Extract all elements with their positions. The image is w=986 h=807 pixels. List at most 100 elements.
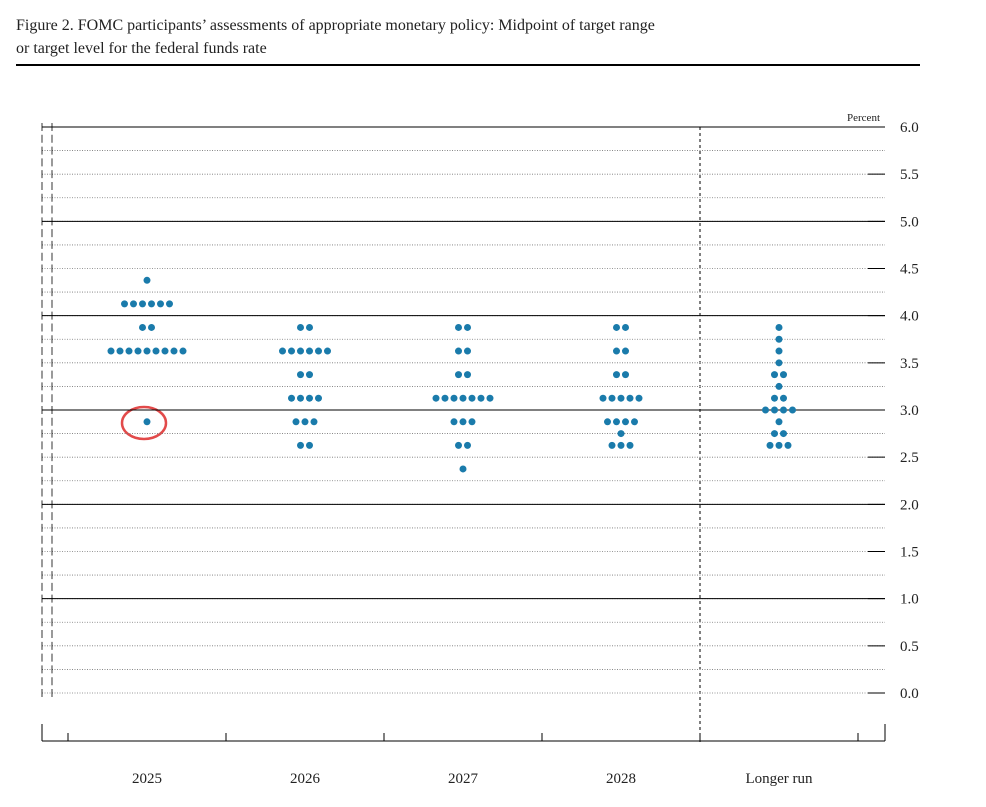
- dot: [464, 371, 471, 379]
- dot: [780, 406, 787, 414]
- dot: [631, 418, 638, 426]
- dot: [486, 394, 494, 402]
- dot: [310, 418, 318, 426]
- dot: [771, 371, 778, 379]
- y-tick-label: 4.5: [900, 262, 919, 278]
- dot: [157, 300, 164, 308]
- dot: [613, 371, 620, 379]
- dot: [297, 441, 304, 449]
- dot: [143, 418, 151, 426]
- dot: [775, 335, 783, 343]
- dot: [775, 323, 783, 331]
- dot: [459, 418, 467, 426]
- dot: [613, 347, 620, 355]
- dot: [107, 347, 115, 355]
- dot: [617, 430, 625, 438]
- dot: [279, 347, 286, 355]
- dot: [464, 347, 471, 355]
- dot: [599, 394, 607, 402]
- dot: [464, 323, 471, 331]
- dot: [297, 323, 304, 331]
- dot: [315, 394, 322, 402]
- dot: [152, 347, 160, 355]
- y-tick-label: 5.5: [900, 167, 919, 183]
- dot: [139, 323, 146, 331]
- dot: [455, 347, 462, 355]
- dot: [306, 347, 313, 355]
- dot: [306, 323, 313, 331]
- dot: [143, 347, 151, 355]
- dot: [125, 347, 133, 355]
- dot: [297, 371, 304, 379]
- x-tick-label: 2025: [132, 771, 162, 787]
- dot: [297, 394, 304, 402]
- chart-title-line2: or target level for the federal funds ra…: [16, 40, 267, 57]
- dot: [775, 418, 783, 426]
- dot: [170, 347, 178, 355]
- dot: [455, 441, 462, 449]
- dot: [134, 347, 142, 355]
- dot: [775, 382, 783, 390]
- x-tick-label: Longer run: [745, 771, 813, 787]
- dot: [617, 441, 625, 449]
- dot: [324, 347, 331, 355]
- dot: [613, 418, 620, 426]
- highlight-circle: [120, 405, 168, 441]
- dot: [477, 394, 485, 402]
- unit-label: Percent: [847, 112, 880, 124]
- dot: [288, 394, 295, 402]
- dot: [613, 323, 620, 331]
- chart-title: Figure 2. FOMC participants’ assessments…: [16, 17, 655, 34]
- dot: [459, 394, 467, 402]
- y-tick-label: 1.0: [900, 592, 919, 608]
- dot: [775, 347, 783, 355]
- dot: [608, 394, 616, 402]
- dot: [301, 418, 309, 426]
- dot: [306, 394, 313, 402]
- dot: [608, 441, 616, 449]
- y-tick-label: 4.0: [900, 309, 919, 325]
- dot: [468, 418, 476, 426]
- y-tick-label: 1.5: [900, 545, 919, 561]
- dot: [297, 347, 304, 355]
- y-tick-label: 6.0: [900, 120, 919, 136]
- dot: [766, 441, 774, 449]
- dot: [622, 371, 629, 379]
- x-tick-label: 2027: [448, 771, 479, 787]
- y-tick-label: 3.5: [900, 356, 919, 372]
- dot: [789, 406, 796, 414]
- dot: [121, 300, 128, 308]
- dot: [130, 300, 137, 308]
- dot: [771, 394, 778, 402]
- dot: [143, 276, 151, 284]
- dot: [762, 406, 769, 414]
- dot: [148, 323, 155, 331]
- dot: [288, 347, 295, 355]
- x-tick-label: 2026: [290, 771, 321, 787]
- dot: [306, 371, 313, 379]
- dot: [780, 394, 787, 402]
- dot: [179, 347, 187, 355]
- dot: [441, 394, 449, 402]
- dot: [622, 418, 629, 426]
- dot: [622, 347, 629, 355]
- dot: [455, 323, 462, 331]
- dot: [450, 394, 458, 402]
- dot: [635, 394, 643, 402]
- dot: [139, 300, 146, 308]
- dot: [148, 300, 155, 308]
- dot: [771, 406, 778, 414]
- dot: [775, 441, 783, 449]
- y-tick-label: 0.5: [900, 639, 919, 655]
- dot: [432, 394, 440, 402]
- dot: [292, 418, 300, 426]
- y-tick-label: 0.0: [900, 686, 919, 702]
- y-tick-label: 2.0: [900, 497, 919, 513]
- dot: [166, 300, 173, 308]
- dot: [771, 430, 778, 438]
- dot: [306, 441, 313, 449]
- y-tick-label: 5.0: [900, 214, 919, 230]
- dot: [468, 394, 476, 402]
- dot: [464, 441, 471, 449]
- dot: [617, 394, 625, 402]
